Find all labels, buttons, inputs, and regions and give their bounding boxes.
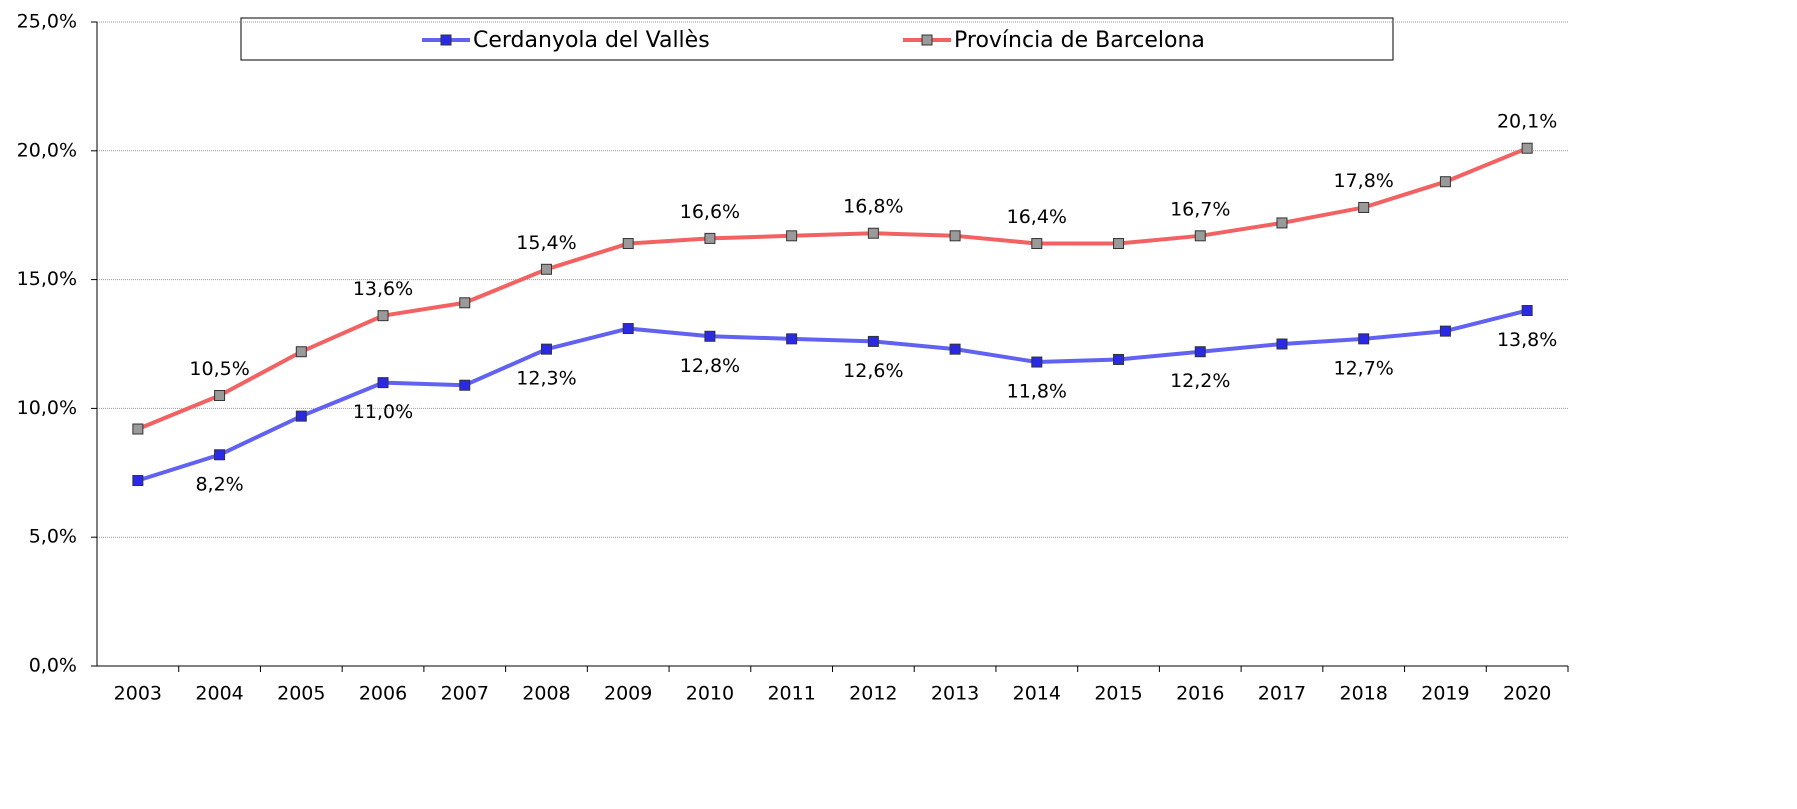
data-label: 11,0% (353, 401, 413, 423)
marker (1031, 356, 1043, 368)
x-tick-label: 2009 (604, 683, 652, 705)
x-tick-label: 2018 (1340, 683, 1388, 705)
marker (867, 335, 879, 347)
x-tick-label: 2015 (1094, 683, 1142, 705)
marker (1276, 338, 1288, 350)
x-tick-label: 2011 (767, 683, 815, 705)
marker (377, 377, 389, 389)
legend-label: Província de Barcelona (954, 28, 1205, 53)
data-label: 16,4% (1007, 206, 1067, 228)
x-tick-label: 2008 (522, 683, 570, 705)
data-label: 16,8% (843, 196, 903, 218)
legend-label: Cerdanyola del Vallès (473, 28, 710, 53)
marker (622, 238, 634, 250)
data-label: 8,2% (195, 473, 243, 495)
y-tick-label: 20,0% (17, 139, 77, 161)
marker (949, 343, 961, 355)
marker (704, 330, 716, 342)
marker (1194, 346, 1206, 358)
y-tick-label: 5,0% (29, 526, 77, 548)
marker (295, 346, 307, 358)
data-label: 15,4% (516, 232, 576, 254)
x-tick-label: 2005 (277, 683, 325, 705)
marker (214, 449, 226, 461)
data-label: 12,2% (1170, 370, 1230, 392)
data-label: 16,7% (1170, 198, 1230, 220)
legend-marker (921, 34, 933, 46)
marker (1031, 238, 1043, 250)
x-tick-label: 2020 (1503, 683, 1551, 705)
data-label: 17,8% (1334, 170, 1394, 192)
series-line (137, 146, 1528, 431)
marker (622, 323, 634, 335)
x-tick-label: 2006 (359, 683, 407, 705)
x-tick-label: 2013 (931, 683, 979, 705)
marker (459, 379, 471, 391)
marker (786, 333, 798, 345)
data-label: 10,5% (189, 358, 249, 380)
marker (704, 232, 716, 244)
data-label: 13,8% (1497, 329, 1557, 351)
y-tick-label: 0,0% (29, 655, 77, 677)
series-line (137, 308, 1528, 483)
marker (786, 230, 798, 242)
marker (1358, 201, 1370, 213)
x-tick-label: 2010 (686, 683, 734, 705)
marker (1439, 325, 1451, 337)
marker (1439, 176, 1451, 188)
marker (1358, 333, 1370, 345)
y-tick-label: 25,0% (17, 11, 77, 33)
marker (1521, 305, 1533, 317)
marker (540, 263, 552, 275)
x-tick-label: 2012 (849, 683, 897, 705)
marker (1276, 217, 1288, 229)
marker (1113, 353, 1125, 365)
marker (214, 390, 226, 402)
marker (132, 475, 144, 487)
marker (867, 227, 879, 239)
data-label: 12,3% (516, 368, 576, 390)
marker (295, 410, 307, 422)
marker (1194, 230, 1206, 242)
x-tick-label: 2004 (195, 683, 243, 705)
data-label: 20,1% (1497, 111, 1557, 133)
y-tick-label: 15,0% (17, 268, 77, 290)
x-tick-label: 2003 (114, 683, 162, 705)
marker (132, 423, 144, 435)
marker (377, 310, 389, 322)
marker (459, 297, 471, 309)
data-label: 12,6% (843, 360, 903, 382)
data-label: 16,6% (680, 201, 740, 223)
marker (540, 343, 552, 355)
data-label: 11,8% (1007, 381, 1067, 403)
data-label: 12,8% (680, 355, 740, 377)
x-tick-label: 2019 (1421, 683, 1469, 705)
marker (1521, 142, 1533, 154)
y-tick-label: 10,0% (17, 397, 77, 419)
data-label: 13,6% (353, 278, 413, 300)
x-tick-label: 2014 (1013, 683, 1061, 705)
x-tick-label: 2007 (441, 683, 489, 705)
legend-box (240, 17, 1394, 61)
data-label: 12,7% (1334, 357, 1394, 379)
marker (1113, 238, 1125, 250)
marker (949, 230, 961, 242)
legend-marker (440, 34, 452, 46)
x-tick-label: 2016 (1176, 683, 1224, 705)
x-tick-label: 2017 (1258, 683, 1306, 705)
